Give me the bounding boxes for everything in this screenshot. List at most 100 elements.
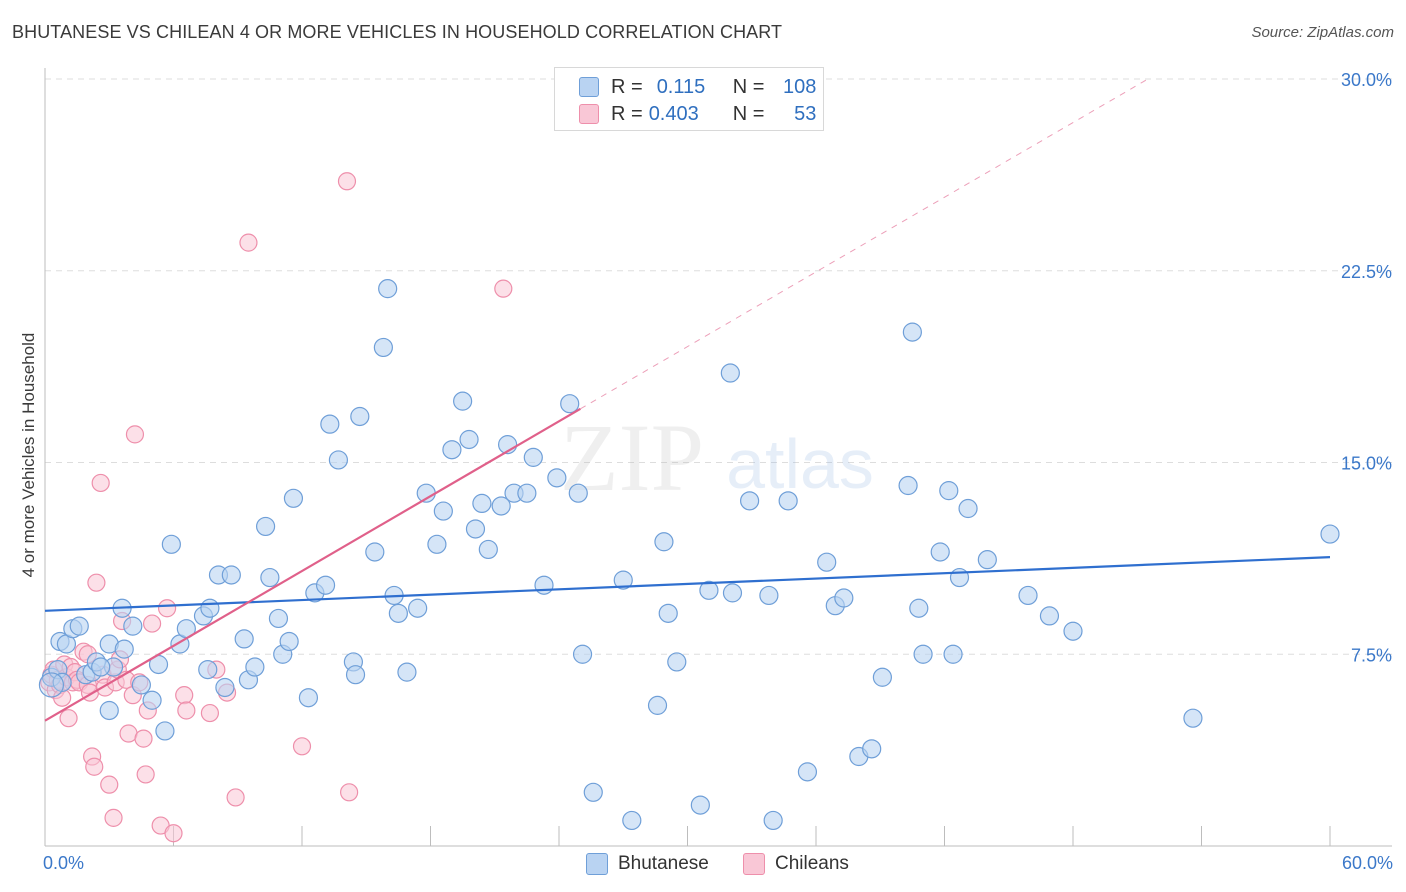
bhutanese-point (572, 644, 593, 664)
bhutanese-point (797, 762, 818, 782)
bhutanese-point (200, 598, 220, 618)
bhutanese-point (913, 644, 933, 664)
bhutanese-point (279, 631, 299, 652)
bhutanese-point (902, 322, 922, 342)
bhutanese-point (350, 406, 370, 427)
bhutanese-point (722, 583, 743, 603)
bhutanese-point (517, 483, 537, 503)
bhutanese-point (260, 567, 280, 588)
chilean-point (85, 757, 104, 776)
bhutanese-point (1320, 524, 1340, 544)
bhutanese-point (373, 337, 393, 358)
bhutanese-point (1018, 585, 1038, 606)
bhutanese-point (123, 616, 143, 636)
bottom-legend-label: Chileans (775, 853, 849, 874)
bhutanese-point (245, 657, 265, 677)
bhutanese-point (898, 475, 918, 496)
bhutanese-point (408, 598, 428, 618)
bhutanese-point (345, 665, 366, 685)
bhutanese-point (834, 588, 854, 608)
chilean-point (125, 425, 145, 444)
bhutanese-point (198, 659, 218, 680)
bhutanese-point (699, 580, 719, 600)
bhutanese-point (459, 429, 479, 450)
bhutanese-point (465, 519, 486, 539)
bhutanese-point (647, 695, 668, 715)
bhutanese-point (320, 414, 340, 434)
bhutanese-point (1183, 708, 1203, 728)
watermark-atlas: atlas (726, 425, 874, 503)
chilean-point (157, 599, 177, 618)
bhutanese-point (433, 501, 453, 521)
bhutanese-point (658, 603, 678, 623)
chilean-point (87, 573, 106, 592)
stats-legend: R = 0.115 N = 108 R = 0.403 N = 53 (554, 67, 824, 131)
bhutanese-point (234, 629, 254, 649)
bhutanese-point (114, 639, 134, 659)
bottom-legend-swatch-pink (743, 853, 765, 875)
bhutanese-point (622, 810, 642, 831)
chilean-point (175, 686, 194, 705)
chilean-point (337, 172, 357, 191)
bhutanese-point (491, 496, 511, 516)
chilean-point (91, 473, 110, 493)
tick-labels: 7.5% 15.0% 22.5% 30.0% 0.0% 60.0% (43, 70, 1393, 873)
axes (44, 68, 1392, 847)
bhutanese-point (472, 493, 492, 514)
bhutanese-point (378, 279, 398, 299)
bhutanese-point (763, 810, 783, 831)
bhutanese-point (328, 450, 349, 470)
bhutanese-point (977, 550, 997, 570)
bhutanese-point (453, 391, 473, 411)
bhutanese-point (155, 721, 175, 741)
chileans-trend-line (44, 407, 581, 722)
bottom-legend-chileans: Chileans (743, 852, 849, 876)
trend-lines (44, 78, 1331, 722)
bhutanese-point (613, 570, 633, 590)
bhutanese-point (268, 608, 289, 629)
bhutanese-point (91, 657, 111, 677)
y-tick-label: 7.5% (1351, 645, 1392, 665)
bhutanese-point (943, 644, 963, 664)
bhutanese-point (442, 440, 462, 460)
bhutanese-point (560, 394, 580, 414)
legend-r-value: 0.115 (656, 75, 706, 98)
bhutanese-point (720, 363, 740, 383)
legend-r-label: R = (611, 75, 643, 98)
bhutanese-point (1039, 606, 1060, 626)
bhutanese-point (99, 700, 119, 721)
legend-n-value: 108 (783, 75, 817, 98)
bhutanese-point (221, 565, 241, 585)
bhutanese-point (958, 498, 978, 519)
bhutanese-point (740, 491, 760, 511)
chilean-point (59, 709, 78, 728)
bhutanese-point (583, 782, 603, 802)
grid-lines (45, 78, 1392, 655)
bhutanese-point (817, 552, 837, 572)
legend-n-label: N = (732, 102, 765, 125)
bhutanese-trend-line (44, 555, 1331, 612)
bhutanese-point (930, 542, 950, 562)
bhutanese-point (939, 481, 959, 501)
chart-title: BHUTANESE VS CHILEAN 4 OR MORE VEHICLES … (12, 22, 783, 42)
bhutanese-point (909, 598, 929, 618)
bhutanese-point (298, 688, 319, 708)
legend-row-bhutanese: R = 0.115 N = 108 (579, 74, 816, 100)
chilean-point (239, 233, 258, 252)
bottom-legend-label: Bhutanese (618, 853, 709, 874)
bhutanese-points (38, 279, 1340, 831)
bhutanese-point (315, 575, 336, 595)
bhutanese-point (547, 468, 567, 488)
chilean-point (136, 765, 155, 784)
bhutanese-point (654, 532, 674, 552)
source-credit: Source: ZipAtlas.com (1251, 24, 1394, 41)
bhutanese-point (427, 534, 447, 554)
chilean-point (177, 701, 196, 720)
chilean-point (226, 788, 245, 807)
chilean-point (100, 775, 119, 794)
chilean-point (340, 783, 359, 802)
bhutanese-point (690, 795, 710, 815)
bhutanese-point (872, 667, 892, 687)
legend-row-chileans: R = 0.403 N = 53 (579, 101, 816, 127)
